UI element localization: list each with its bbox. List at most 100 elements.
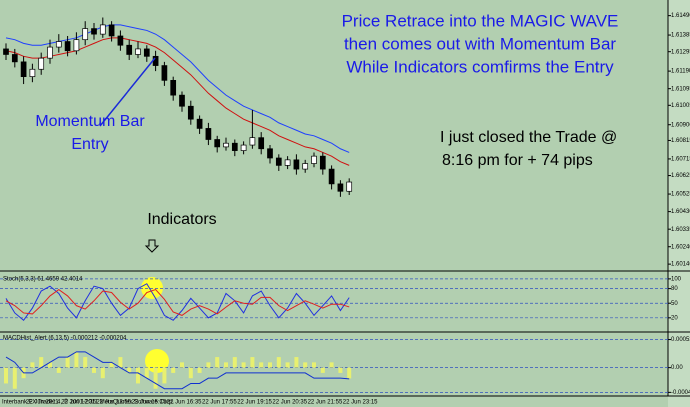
pointer-line <box>99 57 156 127</box>
candle-body <box>99 24 106 35</box>
x-tick-label: 22 Jun 23:15 <box>343 400 378 406</box>
candle-body <box>267 148 273 159</box>
series-line <box>5 37 350 166</box>
histogram-bar <box>118 357 123 368</box>
candle-body <box>346 181 353 192</box>
y-tick-label: 1.61190 <box>671 69 690 75</box>
y-tick-label: 0.00 <box>671 365 683 371</box>
histogram-bar <box>65 357 70 368</box>
candle-body <box>240 144 247 151</box>
y-tick-label: 1.60335 <box>671 227 690 233</box>
y-tick-label: 1.60430 <box>671 209 690 215</box>
highlight-circle <box>145 349 169 373</box>
candle-body <box>55 41 62 48</box>
histogram-bar <box>294 357 299 368</box>
histogram-bar <box>250 357 255 368</box>
histogram-bar <box>303 362 308 368</box>
histogram-bar <box>188 367 193 379</box>
series-line <box>5 351 350 390</box>
candle-body <box>47 46 53 59</box>
y-tick-label: 1.60625 <box>671 173 690 179</box>
candle-body <box>170 80 177 96</box>
y-tick-label: 50 <box>671 301 678 307</box>
histogram-bar <box>162 367 167 384</box>
annotation: 8:16 pm for + 74 pips <box>442 152 593 169</box>
histogram-bar <box>100 367 105 379</box>
x-tick-label: 22 Jun 2011 <box>26 400 59 406</box>
y-tick-label: 1.61490 <box>671 13 690 19</box>
x-tick-label: 22 Jun 13:55 <box>96 400 131 406</box>
candle-body <box>196 118 203 129</box>
histogram-bar <box>39 357 44 368</box>
y-tick-label: 1.60715 <box>671 157 690 163</box>
histogram-bar <box>92 367 96 373</box>
x-tick-label: 22 Jun 21:55 <box>308 400 343 406</box>
histogram-bar <box>144 367 149 379</box>
x-tick-label: 22 Jun 19:15 <box>237 400 272 406</box>
annotation: Indicators <box>147 211 216 228</box>
histogram-bar <box>215 357 220 368</box>
candle-body <box>161 65 168 81</box>
candle-body <box>29 68 36 78</box>
candle-body <box>117 35 124 46</box>
histogram-bar <box>285 362 290 368</box>
candle-body <box>311 155 317 164</box>
down-arrow <box>144 239 160 253</box>
histogram-bar <box>83 357 88 368</box>
x-tick-label: 22 Jun 15:15 <box>132 400 167 406</box>
candle-body <box>179 94 185 107</box>
histogram-bar <box>268 362 272 368</box>
series-line <box>5 283 350 321</box>
candle-body <box>337 183 344 192</box>
y-tick-label: 80 <box>671 286 678 292</box>
x-tick-label: 22 Jun 20:35 <box>272 400 307 406</box>
candle-body <box>152 55 159 66</box>
candle-body <box>319 155 326 170</box>
histogram-bar <box>153 367 158 389</box>
candle-body <box>64 41 71 52</box>
histogram-bar <box>4 367 8 384</box>
histogram-bar <box>259 362 264 368</box>
x-tick-label: 22 Jun 17:55 <box>202 400 237 406</box>
x-tick-label: 22 Jun 16:35 <box>167 400 202 406</box>
y-tick-label: 0.000533 <box>671 337 690 343</box>
y-tick-label: 20 <box>671 315 678 321</box>
histogram-bar <box>338 367 343 373</box>
candle-body <box>108 24 115 37</box>
histogram-bar <box>276 357 281 368</box>
panel-title: MACDHist_Alert (6,13,5) -0.000212 -0.000… <box>3 336 127 342</box>
histogram-bar <box>241 362 246 368</box>
candle-body <box>328 168 335 185</box>
annotation: Entry <box>71 136 108 153</box>
footer: Interbank FX Trader 4, © 2001-2011 MetaQ… <box>2 399 174 406</box>
histogram-bar <box>127 367 132 373</box>
histogram-bar <box>171 367 176 373</box>
histogram-bar <box>74 351 79 368</box>
histogram-bar <box>180 362 184 368</box>
series-line <box>5 288 350 316</box>
candle-body <box>284 159 291 166</box>
panel-title: Stoch(5,3,3) 61.4659 42.4014 <box>3 277 83 283</box>
series-line <box>5 24 350 153</box>
histogram-bar <box>197 367 202 373</box>
candle-body <box>223 142 229 148</box>
candle-body <box>214 139 221 148</box>
candle-body <box>302 163 309 170</box>
y-tick-label: 1.61385 <box>671 33 690 39</box>
candle-body <box>38 57 45 70</box>
annotation: Momentum Bar <box>35 113 145 130</box>
y-tick-label: 1.60146 <box>671 262 690 268</box>
y-tick-label: 1.61095 <box>671 86 690 92</box>
candle-body <box>205 128 212 140</box>
histogram-bar <box>109 362 114 368</box>
histogram-bar <box>206 362 211 368</box>
histogram-bar <box>12 367 17 389</box>
annotation: then comes out with Momentum Bar <box>344 34 616 53</box>
y-tick-label: 1.60525 <box>671 192 690 198</box>
histogram-bar <box>232 357 237 368</box>
y-tick-label: 1.61295 <box>671 49 690 55</box>
y-tick-label: 100 <box>671 276 682 282</box>
candle-body <box>20 61 27 78</box>
x-tick-label: 22 Jun 12:35 <box>61 400 96 406</box>
